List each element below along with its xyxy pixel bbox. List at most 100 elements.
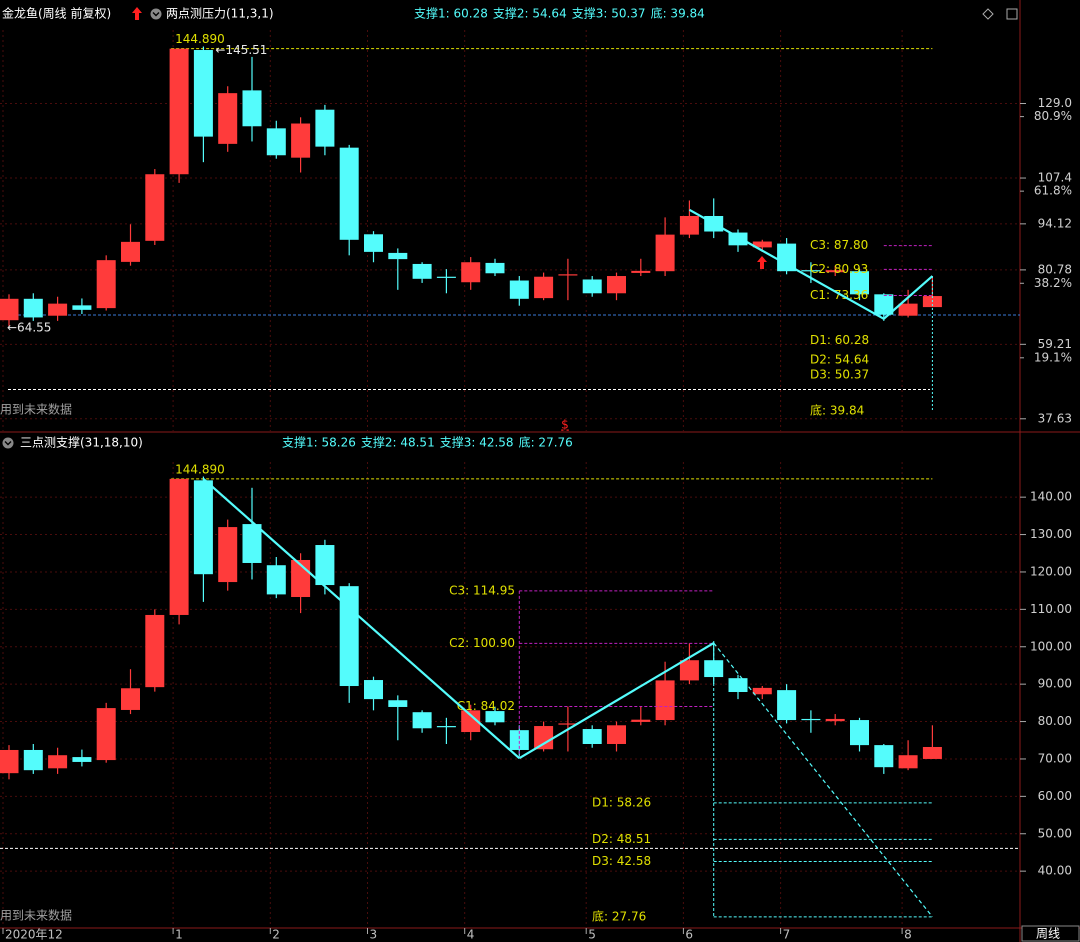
fib-tick-label: 38.2%: [1034, 276, 1072, 290]
candle-body: [582, 729, 602, 744]
diamond-icon[interactable]: [982, 8, 994, 20]
candle-body: [193, 480, 213, 575]
high-label: 144.890: [175, 462, 225, 476]
candle-body: [534, 726, 554, 750]
fib-tick-label: 61.8%: [1034, 184, 1072, 198]
d-level-label: D2: 54.64: [810, 353, 869, 367]
candle-body: [752, 241, 772, 248]
candle-body: [364, 234, 383, 252]
legend-item: 底: 39.84: [651, 6, 705, 21]
dropdown-icon[interactable]: [150, 8, 162, 20]
candle-body: [193, 50, 213, 137]
candle-body: [315, 545, 335, 586]
period-label[interactable]: 周线: [1036, 927, 1060, 941]
candle-body: [898, 755, 918, 769]
y-tick-label: 140.00: [1030, 490, 1072, 504]
y-tick-label: 110.00: [1030, 602, 1072, 616]
legend-item: 支撑2: 54.64: [493, 6, 567, 21]
price-mark: ←145.51: [215, 43, 267, 57]
candle-body: [801, 718, 821, 721]
candle-body: [48, 755, 68, 769]
candle-body: [364, 680, 383, 700]
candle-body: [72, 757, 92, 762]
candle-body: [242, 90, 262, 127]
candle-body: [0, 749, 19, 774]
candle-body: [728, 232, 748, 246]
y-tick-label: 59.21: [1038, 337, 1072, 351]
y-tick-label: 90.00: [1038, 677, 1072, 691]
y-tick-label: 120.00: [1030, 564, 1072, 578]
trend-line: [883, 275, 934, 320]
candle-body: [461, 262, 481, 283]
candle-body: [436, 726, 456, 728]
d-level-label: D1: 60.28: [810, 333, 869, 347]
candle-body: [631, 719, 651, 722]
dropdown-chevron: [152, 12, 160, 17]
period-box[interactable]: [1021, 925, 1080, 942]
candle-body: [655, 680, 675, 721]
future-data-note: 用到未来数据: [0, 908, 72, 923]
y-tick-label: 50.00: [1038, 826, 1072, 840]
candle-body: [218, 93, 238, 144]
candle-body: [752, 687, 772, 695]
candle-body: [509, 730, 529, 750]
d-level-label: 底: 27.76: [592, 908, 646, 923]
candle-body: [801, 270, 821, 272]
candle-body: [485, 711, 505, 723]
x-tick-label: 4: [467, 928, 475, 942]
y-tick-label: 94.12: [1038, 216, 1072, 230]
y-tick-label: 60.00: [1038, 789, 1072, 803]
candle-body: [145, 174, 165, 241]
dropdown-chevron: [4, 441, 12, 446]
d-level-label: 底: 39.84: [810, 403, 864, 418]
y-tick-label: 100.00: [1030, 639, 1072, 653]
candle-body: [0, 298, 19, 321]
fib-tick-label: 80.9%: [1034, 109, 1072, 123]
x-tick-label: 2020年12: [5, 928, 63, 942]
x-tick-label: 3: [370, 928, 378, 942]
dropdown-icon[interactable]: [2, 437, 14, 449]
candle-body: [96, 708, 116, 761]
chart-title: 金龙鱼(周线 前复权): [2, 6, 111, 21]
fib-tick-label: 19.1%: [1034, 350, 1072, 364]
d-level-label: D1: 58.26: [592, 795, 651, 809]
candle-body: [558, 274, 578, 276]
candle-body: [266, 565, 286, 595]
candle-body: [825, 270, 845, 273]
candle-body: [679, 215, 699, 235]
legend-item: 底: 27.76: [519, 435, 573, 450]
candle-body: [607, 276, 626, 294]
x-tick-label: 1: [175, 928, 183, 942]
d-level-label: D2: 48.51: [592, 832, 651, 846]
c-level-label: C2: 80.93: [810, 262, 868, 276]
candle-body: [412, 263, 432, 279]
candle-body: [825, 718, 845, 722]
candle-body: [534, 276, 554, 299]
y-tick-label: 107.4: [1038, 171, 1072, 185]
indicator-name: 两点测压力(11,3,1): [166, 7, 274, 21]
high-label: 144.890: [175, 32, 225, 46]
c-level-label: C3: 87.80: [810, 238, 868, 252]
candle-body: [509, 280, 529, 299]
future-data-note: 用到未来数据: [0, 402, 72, 417]
candle-body: [388, 252, 408, 260]
candle-body: [388, 700, 408, 707]
signal-marker: $: [561, 418, 569, 432]
candle-body: [898, 303, 918, 316]
candle-body: [436, 276, 456, 278]
candle-body: [23, 298, 43, 318]
legend-item: 支撑2: 48.51: [361, 435, 435, 450]
candle-body: [291, 123, 311, 158]
candle-body: [777, 243, 797, 272]
candle-body: [242, 524, 262, 563]
c-level-label: C3: 114.95: [449, 583, 515, 597]
square-icon[interactable]: [1006, 8, 1018, 20]
x-tick-label: 5: [588, 928, 596, 942]
candle-body: [169, 48, 189, 175]
candle-body: [461, 710, 481, 733]
candle-body: [339, 147, 359, 240]
x-tick-label: 6: [685, 928, 693, 942]
candle-body: [412, 712, 432, 729]
x-tick-label: 7: [783, 928, 791, 942]
